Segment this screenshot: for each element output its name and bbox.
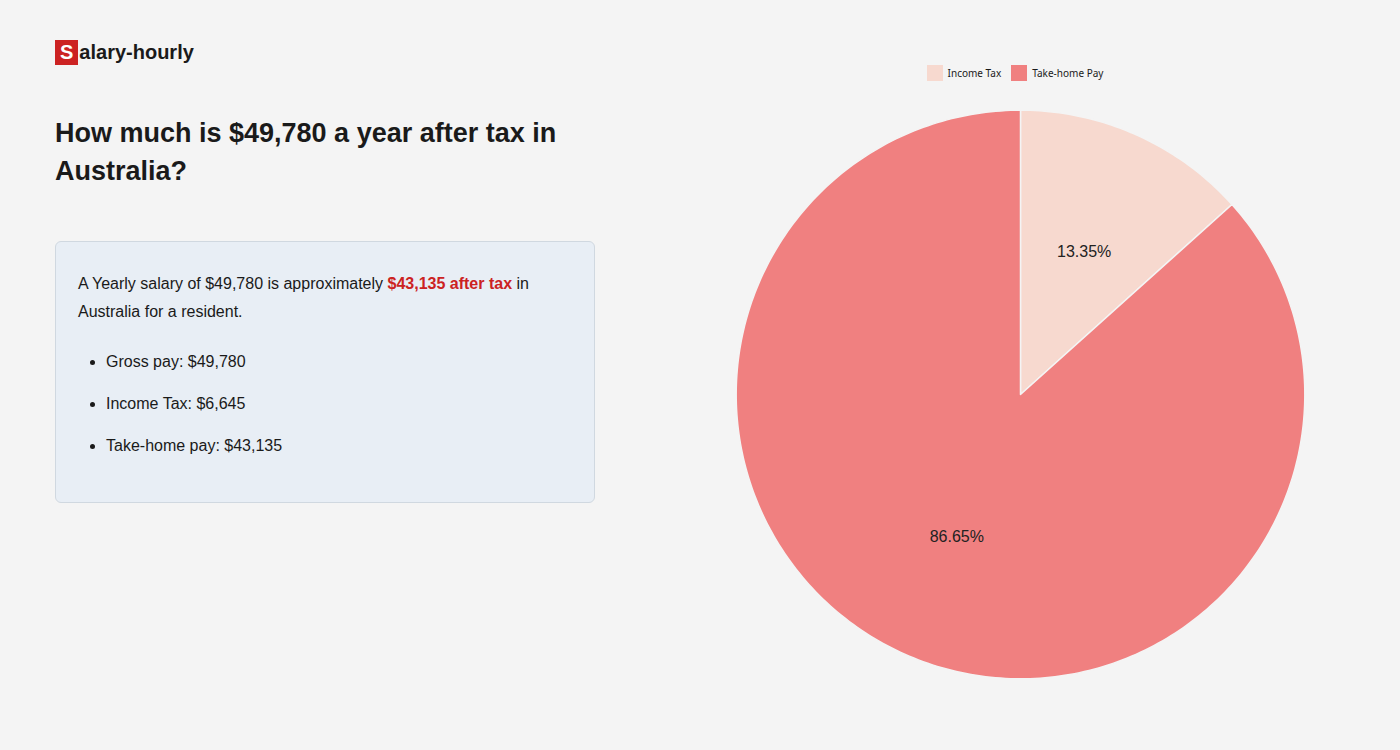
html-text:Take-home Pay: Take-home Pay: [1032, 65, 1104, 80]
html-text:Income Tax: Income Tax: [947, 65, 1002, 80]
html-text:Income Tax: $6,645: Income Tax: $6,645: [106, 394, 246, 412]
html-text:Take-home pay: $43,135: Take-home pay: $43,135: [106, 436, 283, 454]
html-text:A Yearly salary of $49,780 is: A Yearly salary of $49,780 is approximat…: [78, 274, 529, 292]
html-text:S alary-hourly: S alary-hourly: [60, 41, 194, 63]
svg-text:13.35%: 13.35%: [1057, 243, 1111, 260]
html-text:Gross pay: $49,780: Gross pay: $49,780: [106, 352, 246, 370]
html-text:How much is $49,780 a year aft: How much is $49,780 a year after tax in …: [55, 118, 557, 186]
svg-text:86.65%: 86.65%: [930, 528, 984, 545]
html-text:Australia for a resident.: Australia for a resident.: [78, 302, 243, 320]
